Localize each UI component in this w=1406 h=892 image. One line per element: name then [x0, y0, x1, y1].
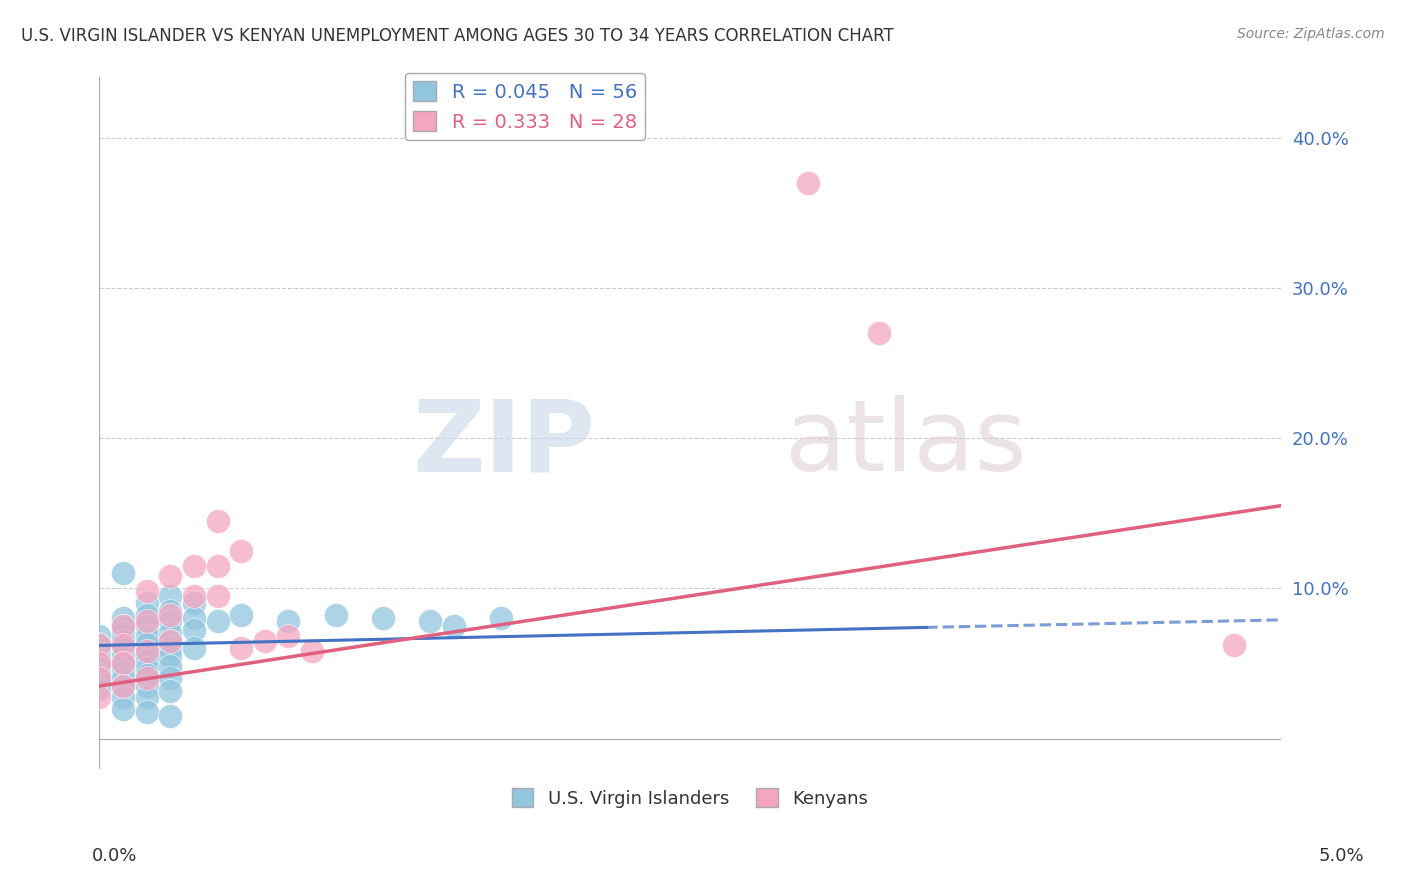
Point: [135, 646, 157, 660]
Point: [253, 634, 276, 648]
Point: [159, 634, 181, 648]
Point: [183, 641, 205, 656]
Point: [159, 589, 181, 603]
Point: [325, 608, 347, 623]
Text: ZIP: ZIP: [413, 395, 596, 492]
Point: [89, 674, 111, 689]
Point: [111, 626, 134, 640]
Point: [111, 690, 134, 704]
Legend: U.S. Virgin Islanders, Kenyans: U.S. Virgin Islanders, Kenyans: [505, 781, 876, 815]
Point: [111, 679, 134, 693]
Point: [443, 619, 465, 633]
Point: [89, 681, 111, 696]
Point: [159, 709, 181, 723]
Point: [135, 661, 157, 675]
Point: [797, 176, 820, 190]
Point: [135, 705, 157, 719]
Text: U.S. VIRGIN ISLANDER VS KENYAN UNEMPLOYMENT AMONG AGES 30 TO 34 YEARS CORRELATIO: U.S. VIRGIN ISLANDER VS KENYAN UNEMPLOYM…: [21, 27, 894, 45]
Point: [183, 558, 205, 573]
Point: [111, 679, 134, 693]
Point: [1222, 639, 1244, 653]
Point: [135, 679, 157, 693]
Point: [183, 624, 205, 638]
Point: [135, 637, 157, 651]
Point: [159, 672, 181, 686]
Point: [207, 514, 229, 528]
Point: [159, 634, 181, 648]
Point: [159, 604, 181, 618]
Point: [231, 608, 253, 623]
Point: [89, 690, 111, 704]
Point: [89, 657, 111, 671]
Point: [371, 611, 394, 625]
Point: [207, 589, 229, 603]
Point: [135, 690, 157, 704]
Point: [111, 701, 134, 715]
Point: [111, 664, 134, 678]
Point: [868, 326, 890, 340]
Point: [89, 668, 111, 682]
Point: [489, 611, 512, 625]
Point: [159, 683, 181, 698]
Point: [207, 558, 229, 573]
Point: [159, 608, 181, 623]
Point: [159, 626, 181, 640]
Point: [231, 543, 253, 558]
Point: [231, 641, 253, 656]
Point: [111, 657, 134, 671]
Point: [135, 644, 157, 658]
Point: [111, 634, 134, 648]
Point: [135, 629, 157, 643]
Point: [207, 615, 229, 629]
Point: [159, 615, 181, 629]
Text: Source: ZipAtlas.com: Source: ZipAtlas.com: [1237, 27, 1385, 41]
Point: [89, 639, 111, 653]
Point: [419, 615, 441, 629]
Point: [111, 641, 134, 656]
Point: [111, 639, 134, 653]
Point: [111, 657, 134, 671]
Point: [135, 615, 157, 629]
Point: [183, 611, 205, 625]
Point: [159, 648, 181, 663]
Point: [135, 608, 157, 623]
Point: [111, 648, 134, 663]
Point: [159, 659, 181, 673]
Point: [159, 569, 181, 583]
Point: [135, 672, 157, 686]
Point: [111, 619, 134, 633]
Point: [135, 668, 157, 682]
Point: [111, 619, 134, 633]
Text: 5.0%: 5.0%: [1319, 847, 1364, 865]
Text: 0.0%: 0.0%: [91, 847, 136, 865]
Point: [159, 641, 181, 656]
Point: [89, 629, 111, 643]
Point: [111, 566, 134, 581]
Point: [277, 629, 299, 643]
Point: [89, 646, 111, 660]
Point: [111, 611, 134, 625]
Point: [183, 596, 205, 610]
Point: [135, 584, 157, 599]
Point: [135, 653, 157, 667]
Point: [89, 672, 111, 686]
Point: [301, 644, 323, 658]
Point: [111, 672, 134, 686]
Point: [89, 637, 111, 651]
Point: [277, 615, 299, 629]
Point: [135, 619, 157, 633]
Point: [183, 589, 205, 603]
Point: [89, 661, 111, 675]
Text: atlas: atlas: [785, 395, 1026, 492]
Point: [89, 653, 111, 667]
Point: [135, 596, 157, 610]
